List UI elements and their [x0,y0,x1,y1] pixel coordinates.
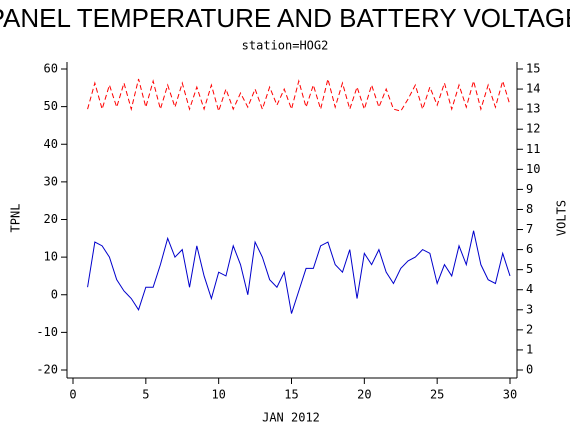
y2-tick-label: 2 [526,322,533,336]
y-tick-label: -10 [36,325,58,339]
y2-axis-label: VOLTS [555,200,569,236]
y-axis-label: TPNL [9,204,23,233]
y2-tick-label: 15 [526,62,540,76]
y2-tick-label: 5 [526,262,533,276]
y2-tick-label: 3 [526,302,533,316]
x-tick-label: 15 [284,388,298,402]
x-tick-label: 30 [503,388,517,402]
x-tick-label: 25 [430,388,444,402]
y-tick-label: 50 [44,99,58,113]
y2-tick-label: 6 [526,242,533,256]
y2-tick-label: 8 [526,202,533,216]
y2-tick-label: 7 [526,222,533,236]
y-tick-label: 10 [44,250,58,264]
series-line [87,78,511,113]
chart-subtitle: station=HOG2 [242,39,329,53]
y-tick-label: 20 [44,212,58,226]
y2-tick-label: 0 [526,363,533,377]
y-tick-label: 0 [51,287,58,301]
x-tick-label: 5 [142,388,149,402]
x-tick-label: 0 [69,388,76,402]
y2-tick-label: 9 [526,182,533,196]
y-tick-label: 60 [44,62,58,76]
x-tick-label: 20 [357,388,371,402]
y-tick-label: 40 [44,137,58,151]
series-line [87,230,511,314]
y2-tick-label: 4 [526,282,533,296]
y2-tick-label: 1 [526,342,533,356]
chart-title: PANEL TEMPERATURE AND BATTERY VOLTAGE [0,3,570,33]
y2-tick-label: 13 [526,102,540,116]
x-tick-label: 10 [211,388,225,402]
y2-tick-label: 14 [526,82,540,96]
y2-tick-label: 11 [526,142,540,156]
y-tick-label: -20 [36,363,58,377]
y-tick-label: 30 [44,174,58,188]
x-axis-label: JAN 2012 [262,411,320,425]
y2-tick-label: 12 [526,122,540,136]
y2-tick-label: 10 [526,162,540,176]
